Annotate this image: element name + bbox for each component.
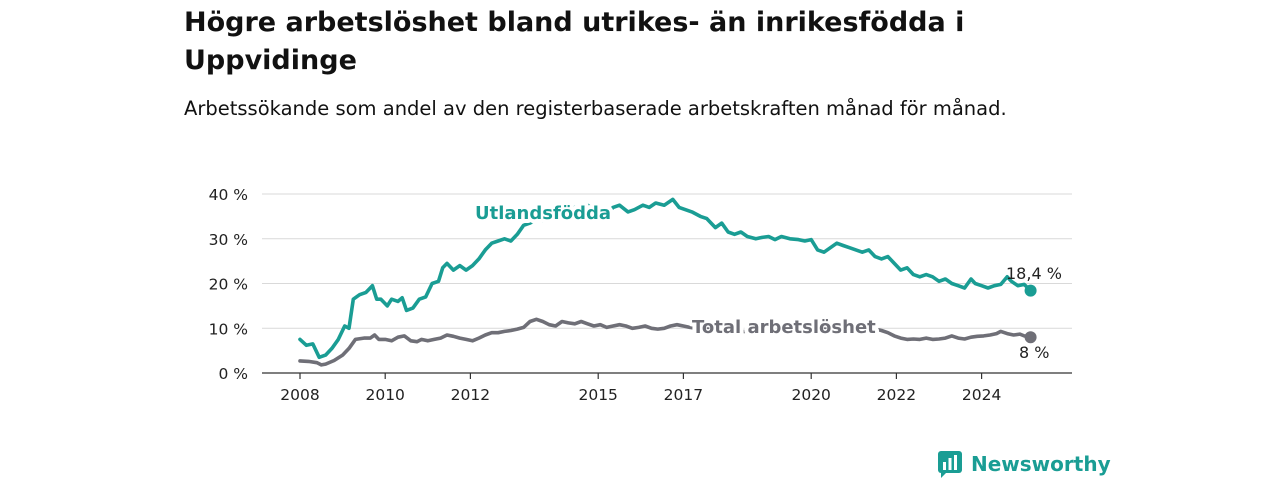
- series-end-point-utlandsfodda: [1024, 284, 1037, 297]
- x-tick-label: 2020: [791, 386, 830, 404]
- brand-name: Newsworthy: [971, 452, 1111, 476]
- brand-logo: Newsworthy: [937, 448, 1111, 480]
- end-label-utlandsfodda: 18,4 %: [1006, 264, 1062, 283]
- x-tick-label: 2015: [578, 386, 617, 404]
- y-tick-label: 10 %: [209, 320, 248, 338]
- x-tick-label: 2012: [451, 386, 490, 404]
- series-label-total-arbetsloshet: Total arbetslöshet: [692, 317, 876, 338]
- series-line-total-arbetsloshet: [298, 317, 1033, 367]
- y-tick-label: 30 %: [209, 231, 248, 249]
- x-tick-label: 2024: [962, 386, 1001, 404]
- x-tick-label: 2022: [877, 386, 916, 404]
- series-end-point-total-arbetsloshet: [1024, 331, 1037, 344]
- newsworthy-logo-icon: [938, 451, 962, 478]
- series-label-utlandsfodda: Utlandsfödda: [475, 203, 611, 224]
- x-tick-label: 2008: [280, 386, 319, 404]
- x-tick-label: 2017: [664, 386, 703, 404]
- chart-title: Högre arbetslöshet bland utrikes- än inr…: [184, 7, 965, 76]
- end-label-total-arbetsloshet: 8 %: [1019, 343, 1049, 362]
- y-tick-label: 0 %: [218, 365, 248, 383]
- chart-subtitle: Arbetssökande som andel av den registerb…: [184, 97, 1007, 120]
- y-tick-label: 20 %: [209, 276, 248, 294]
- y-tick-label: 40 %: [209, 186, 248, 204]
- series-line-utlandsfodda: [298, 197, 1033, 360]
- x-tick-label: 2010: [365, 386, 404, 404]
